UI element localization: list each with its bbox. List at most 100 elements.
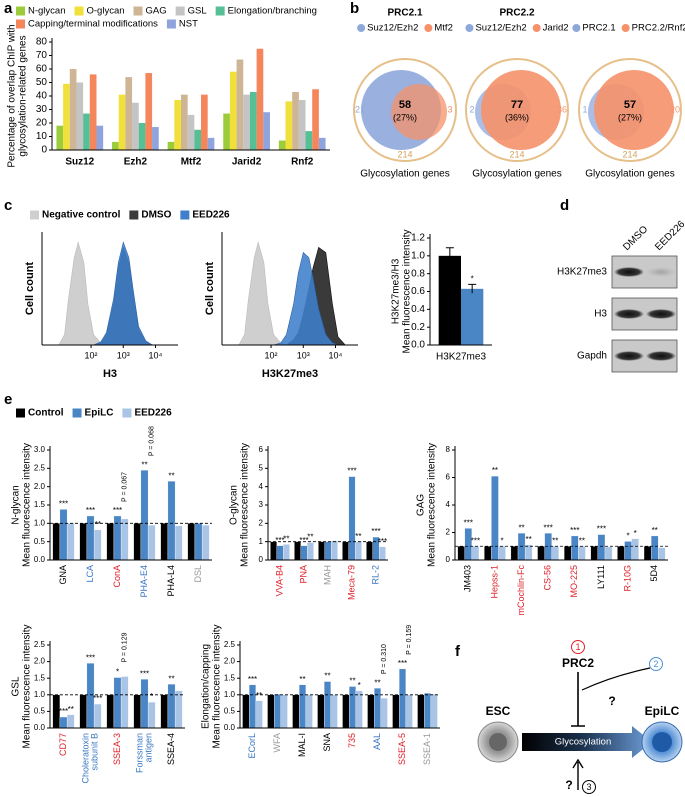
legend-swatch [30, 210, 39, 220]
bar [324, 681, 331, 729]
y-tick-label: 0.5 [34, 537, 46, 546]
legend-label: NST [179, 19, 198, 30]
x-tick-label: 10³ [117, 350, 130, 360]
x-tick-label: ECorL [247, 733, 257, 759]
x-tick-label: Ezh2 [124, 157, 148, 168]
y-tick-label: 0.0 [34, 723, 46, 732]
venn-count: 3 [447, 104, 452, 114]
venn-count: 36 [557, 104, 567, 114]
y-tick-label: 1.5 [224, 673, 236, 682]
bar [180, 94, 188, 150]
p-value: P = 0.068 [149, 426, 156, 456]
bar [79, 523, 88, 561]
y-axis-label: Cell count [204, 262, 216, 316]
p-value: P = 0.129 [122, 632, 129, 662]
legend-label: EpiLC [85, 408, 114, 419]
x-tick-label: Mtf2 [181, 157, 202, 168]
bar [174, 525, 183, 561]
significance: *** [471, 536, 480, 545]
x-tick-label: MAH [322, 565, 332, 585]
significance: *** [347, 467, 356, 476]
legend-label: N-glycan [28, 6, 66, 17]
legend-dot [465, 24, 474, 32]
bar [66, 523, 75, 561]
legend-dot [621, 24, 630, 32]
x-tick-label: DSL [193, 565, 203, 583]
x-axis-label: H3K27me3 [262, 368, 318, 380]
significance: ** [141, 460, 147, 469]
bar [491, 475, 499, 561]
bar [187, 114, 195, 150]
significance: ** [374, 678, 380, 687]
y-tick-label: 20 [36, 118, 48, 129]
bar [484, 546, 492, 561]
x-tick-label: Meca-79 [346, 565, 356, 600]
y-tick-label: 0 [259, 555, 264, 564]
x-tick-label: 10² [85, 350, 98, 360]
y-tick-label: 0.6 [411, 286, 425, 297]
bar [147, 701, 156, 729]
significance: *** [59, 707, 68, 716]
legend-swatch [16, 6, 25, 16]
panel-label: a [4, 0, 13, 17]
y-axis-label: GSL [11, 676, 22, 696]
bar [537, 546, 545, 561]
row-label: Gapdh [577, 351, 607, 362]
venn-count: 21 [355, 104, 365, 114]
legend-label: DMSO [141, 210, 171, 221]
bar [255, 700, 263, 729]
legend-swatch [72, 408, 82, 418]
significance: * [627, 532, 630, 541]
venn-overlap: 77 [511, 99, 523, 111]
row-label: H3 [594, 309, 607, 320]
bar [59, 509, 68, 561]
row-label: H3K27me3 [557, 267, 607, 278]
bar [366, 541, 373, 561]
bar [471, 546, 480, 561]
significance: ** [324, 672, 330, 681]
legend-label: O-glycan [87, 6, 125, 17]
x-tick-label: RL-2 [370, 565, 380, 585]
bar [140, 470, 149, 561]
bar [174, 690, 183, 729]
significance: ** [552, 536, 558, 545]
significance: *** [93, 694, 102, 703]
cell-label: ESC [486, 704, 511, 718]
venn-legend: Suz12/Ezh2 Mtf2 [357, 23, 453, 34]
significance: *** [378, 537, 387, 546]
step-marker [649, 657, 663, 671]
regulation [581, 667, 651, 691]
venn-total [465, 58, 569, 162]
lane-label: EED226 [653, 219, 685, 253]
question: ? [565, 778, 572, 792]
x-tick-label: MAL-I [297, 733, 307, 757]
bar [243, 94, 250, 150]
significance: *** [86, 506, 95, 515]
bar [274, 693, 281, 729]
bar [658, 547, 666, 561]
significance: *** [464, 518, 473, 527]
legend-item: EpiLC [72, 408, 114, 419]
legend-label: EED226 [134, 408, 172, 419]
bar [201, 94, 208, 150]
x-tick-label: 10⁴ [329, 350, 343, 360]
bar [194, 129, 202, 150]
legend-label: Suz12/Ezh2 [475, 23, 526, 34]
y-tick-label: 3 [259, 500, 264, 509]
nucleus [489, 733, 507, 751]
bar [379, 546, 386, 561]
bar [207, 137, 215, 150]
bar [76, 82, 84, 150]
y-tick-label: 2.0 [34, 482, 46, 491]
y-axis-label: Mean fluorescence intensity [22, 443, 33, 567]
x-tick-label: H3K27me3 [436, 352, 486, 363]
y-tick-label: 2.5 [34, 463, 46, 472]
x-tick-label: SNA [322, 733, 332, 752]
bar [292, 694, 300, 729]
significance: *** [59, 500, 68, 509]
bar [160, 523, 169, 561]
legend-swatch [74, 6, 84, 16]
significance: ** [526, 535, 532, 544]
venn-count: 2 [469, 104, 474, 114]
